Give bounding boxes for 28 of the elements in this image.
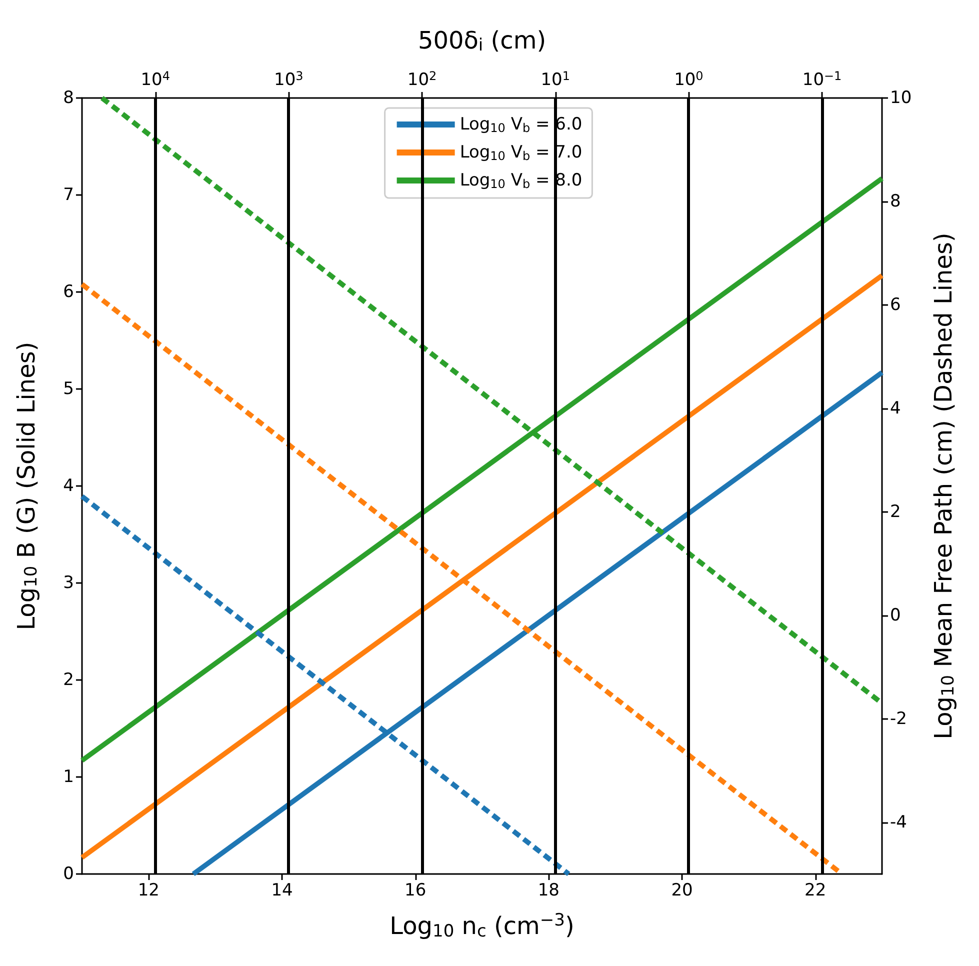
y-tick-label: 8 bbox=[63, 88, 74, 108]
y2-tick-label: 4 bbox=[890, 398, 901, 418]
y-tick-label: 6 bbox=[63, 282, 74, 302]
x-tick-label: 20 bbox=[671, 880, 693, 900]
x-tick-label: 14 bbox=[271, 880, 293, 900]
x-tick-label: 12 bbox=[138, 880, 160, 900]
y-tick-label: 4 bbox=[63, 476, 74, 496]
y2-tick-label: 6 bbox=[890, 294, 901, 315]
y-tick-label: 1 bbox=[63, 767, 74, 787]
y2-tick-label: 8 bbox=[890, 191, 901, 212]
y2-axis-title: Log10 Mean Free Path (cm) (Dashed Lines) bbox=[930, 232, 958, 740]
y-tick-label: 2 bbox=[63, 670, 74, 690]
y-tick-label: 7 bbox=[63, 185, 74, 205]
y-tick-label: 0 bbox=[63, 864, 74, 884]
y2-tick-label: -2 bbox=[890, 708, 907, 729]
y2-tick-label: -4 bbox=[890, 812, 907, 832]
y-axis-title: Log10 B (G) (Solid Lines) bbox=[12, 342, 42, 630]
x-tick-label: 22 bbox=[804, 880, 826, 900]
y-tick-label: 3 bbox=[63, 573, 74, 593]
y2-tick-label: 10 bbox=[890, 88, 912, 108]
legend-label: Log10 Vb = 7.0 bbox=[460, 142, 582, 163]
legend-label: Log10 Vb = 6.0 bbox=[460, 114, 582, 135]
x-tick-label: 18 bbox=[538, 880, 560, 900]
y2-tick-label: 0 bbox=[890, 605, 901, 626]
y-tick-label: 5 bbox=[63, 379, 74, 399]
legend-label: Log10 Vb = 8.0 bbox=[460, 170, 582, 191]
y2-tick-label: 2 bbox=[890, 502, 901, 522]
x-tick-label: 16 bbox=[404, 880, 426, 900]
